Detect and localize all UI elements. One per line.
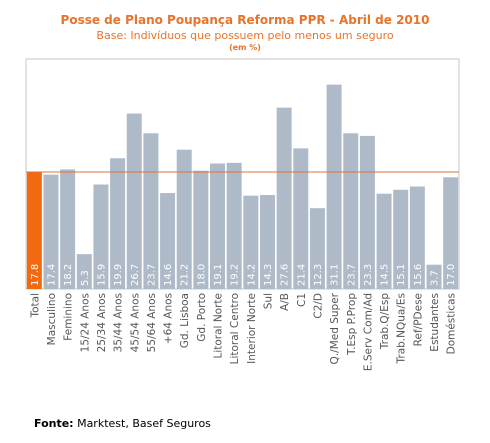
bar-1 — [26, 172, 42, 289]
value-label-18: 12.3 — [313, 264, 324, 286]
unit-label: (em %) — [229, 43, 261, 52]
category-label-14: Interior Norte — [246, 293, 258, 364]
value-label-6: 19.9 — [113, 264, 124, 286]
value-label-17: 21.4 — [296, 264, 307, 286]
category-label-6: 35/44 Anos — [113, 293, 125, 352]
category-label-8: 55/64 Anos — [146, 293, 158, 352]
value-label-5: 15.9 — [96, 264, 107, 286]
category-label-23: Trab.NQua/Es — [396, 293, 408, 364]
category-label-10: Gd. Lisboa — [179, 293, 191, 348]
bar-3 — [60, 169, 76, 289]
category-label-17: C1 — [296, 293, 308, 307]
category-label-26: Domésticas — [446, 293, 458, 354]
bar-16 — [276, 107, 292, 289]
category-label-9: +64 Anos — [163, 293, 175, 344]
value-label-10: 21.2 — [180, 264, 191, 286]
bar-12 — [210, 163, 226, 289]
bar-2 — [43, 174, 59, 289]
value-label-3: 18.2 — [63, 264, 74, 286]
bar-21 — [359, 135, 375, 289]
category-label-22: Trab.Q/Esp — [379, 293, 391, 351]
value-label-11: 18.0 — [196, 264, 207, 286]
value-label-12: 19.1 — [213, 264, 224, 286]
value-label-22: 14.5 — [380, 264, 391, 286]
value-label-4: 5.3 — [80, 270, 91, 286]
bar-23 — [393, 189, 409, 289]
category-label-24: Ref/PDese — [412, 293, 424, 346]
chart-subtitle: Base: Indivíduos que possuem pelo menos … — [96, 29, 394, 42]
chart-title: Posse de Plano Poupança Reforma PPR - Ab… — [60, 13, 430, 27]
category-label-1: Total — [29, 293, 41, 319]
category-label-12: Litoral Norte — [213, 293, 225, 359]
value-label-2: 17.4 — [46, 264, 57, 286]
bar-15 — [259, 195, 275, 289]
bar-10 — [176, 149, 192, 289]
category-label-25: Estudantes — [429, 293, 441, 352]
bar-11 — [193, 170, 209, 289]
category-label-3: Feminino — [63, 293, 75, 341]
category-label-5: 25/34 Anos — [96, 293, 108, 352]
value-label-8: 23.7 — [146, 264, 157, 286]
category-label-18: C2/D — [312, 293, 324, 319]
bar-4 — [76, 254, 92, 289]
category-label-7: 45/54 Anos — [129, 293, 141, 352]
plot-frame — [25, 58, 460, 290]
bar-18 — [309, 208, 325, 289]
value-label-25: 3.7 — [430, 270, 441, 286]
category-label-2: Masculino — [46, 293, 58, 345]
value-label-21: 23.3 — [363, 264, 374, 286]
bar-17 — [293, 148, 309, 289]
category-label-19: Q./Med Super — [329, 292, 341, 364]
source-label: Fonte: — [34, 417, 74, 430]
source-text: Marktest, Basef Seguros — [73, 417, 211, 430]
value-label-23: 15.1 — [396, 264, 407, 286]
value-label-1: 17.8 — [30, 264, 41, 286]
value-label-9: 14.6 — [163, 264, 174, 286]
value-label-7: 26.7 — [130, 264, 141, 286]
value-label-13: 19.2 — [230, 264, 241, 286]
value-label-15: 14.3 — [263, 264, 274, 286]
category-label-20: T.Esp P.Prop — [346, 293, 358, 356]
value-label-26: 17.0 — [446, 264, 457, 286]
category-label-16: A/B — [279, 293, 291, 311]
bar-9 — [160, 193, 176, 289]
bar-14 — [243, 195, 259, 289]
bar-26 — [443, 177, 459, 289]
bar-7 — [126, 113, 142, 290]
category-label-11: Gd. Porto — [196, 293, 208, 342]
category-label-13: Litoral Centro — [229, 293, 241, 364]
bar-25 — [426, 264, 442, 289]
category-label-4: 15/24 Anos — [79, 293, 91, 352]
category-label-15: Sul — [262, 293, 274, 309]
bar-19 — [326, 84, 342, 289]
bar-13 — [226, 162, 242, 289]
bar-5 — [93, 184, 109, 289]
bar-22 — [376, 193, 392, 289]
value-label-20: 23.7 — [346, 264, 357, 286]
category-label-21: E.Serv Com/Ad — [362, 293, 374, 371]
value-label-16: 27.6 — [280, 264, 291, 286]
bar-6 — [110, 158, 126, 289]
source-note: Fonte: Marktest, Basef Seguros — [34, 417, 211, 430]
value-label-19: 31.1 — [330, 264, 341, 286]
value-label-24: 15.6 — [413, 264, 424, 286]
bar-24 — [409, 186, 425, 289]
value-label-14: 14.2 — [246, 264, 257, 286]
